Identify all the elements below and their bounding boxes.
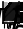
Bar xyxy=(4,12,18,13)
Bar xyxy=(4,17,18,18)
Bar xyxy=(3,15,18,16)
Bar xyxy=(8,6,18,7)
Bar xyxy=(3,14,18,15)
Bar xyxy=(8,5,18,6)
Bar xyxy=(6,8,18,9)
Text: FIGURE 2: FIGURE 2 xyxy=(0,7,23,29)
Bar xyxy=(4,18,18,19)
Bar xyxy=(9,4,18,5)
Bar xyxy=(3,16,18,17)
Bar xyxy=(4,11,18,12)
Text: Oligonucleotide Fragment Length (bp): Oligonucleotide Fragment Length (bp) xyxy=(7,0,23,29)
Bar xyxy=(10,3,18,4)
Bar xyxy=(5,9,18,10)
Bar xyxy=(4,13,18,14)
Text: Signal: Signal xyxy=(0,25,23,29)
Bar xyxy=(5,10,18,11)
Bar xyxy=(7,7,18,8)
Bar xyxy=(11,2,18,3)
Text: Intensity: Intensity xyxy=(0,26,23,29)
